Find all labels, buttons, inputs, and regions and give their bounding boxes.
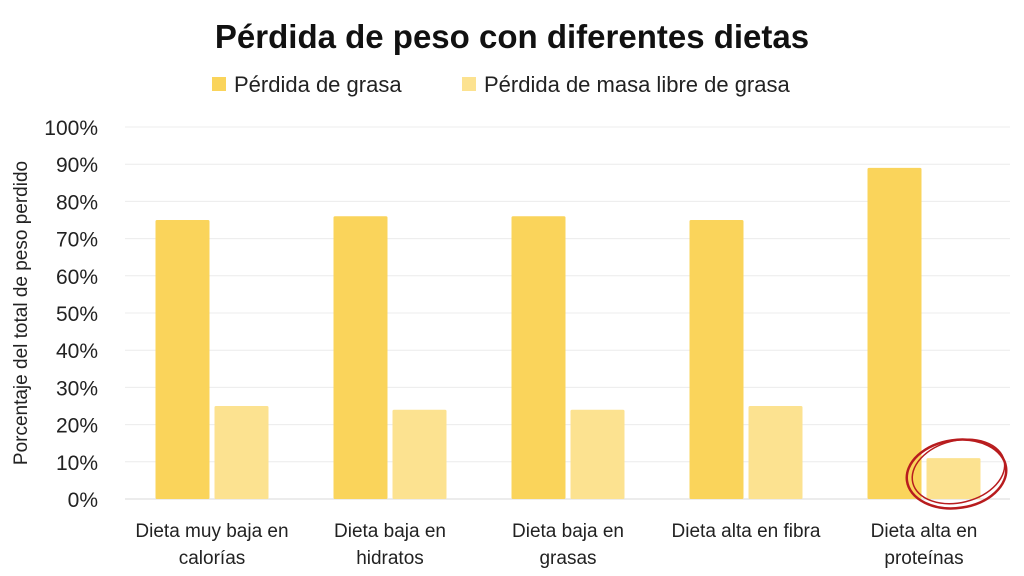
annotation-circle: [905, 438, 1008, 510]
bar: [748, 406, 803, 499]
legend-swatch: [212, 77, 226, 91]
x-category-label: Dieta alta en: [871, 521, 978, 542]
y-tick-label: 10%: [56, 452, 98, 475]
y-tick-label: 90%: [56, 154, 98, 177]
y-tick-label: 50%: [56, 303, 98, 326]
legend-label: Pérdida de masa libre de grasa: [484, 72, 790, 97]
y-tick-label: 100%: [44, 117, 98, 140]
chart-title: Pérdida de peso con diferentes dietas: [215, 18, 809, 55]
bar: [926, 458, 981, 499]
x-category-label: Dieta muy baja en: [135, 521, 288, 542]
legend: Pérdida de grasa Pérdida de masa libre de…: [212, 72, 790, 97]
annotation-circle-stroke: [911, 438, 1006, 505]
y-axis-label: Porcentaje del total de peso perdido: [11, 161, 32, 465]
bar: [155, 220, 210, 499]
x-category-label: Dieta baja en: [512, 521, 624, 542]
y-tick-label: 0%: [68, 489, 98, 512]
x-category-label: proteínas: [884, 548, 963, 569]
bar: [333, 216, 388, 499]
bar: [867, 167, 922, 500]
x-category-label: Dieta baja en: [334, 521, 446, 542]
legend-swatch: [462, 77, 476, 91]
bar: [511, 216, 566, 499]
x-category-label: Dieta alta en fibra: [672, 521, 821, 542]
bar: [689, 220, 744, 499]
y-tick-label: 20%: [56, 415, 98, 438]
x-category-label: hidratos: [356, 548, 424, 569]
legend-label: Pérdida de grasa: [234, 72, 402, 97]
x-category-label: grasas: [539, 548, 596, 569]
x-category-label: calorías: [179, 548, 246, 569]
y-tick-label: 30%: [56, 377, 98, 400]
y-tick-label: 70%: [56, 229, 98, 252]
bar: [214, 406, 269, 499]
y-tick-label: 40%: [56, 340, 98, 363]
bar: [392, 409, 447, 499]
y-tick-label: 80%: [56, 191, 98, 214]
y-tick-label: 60%: [56, 266, 98, 289]
bar: [570, 409, 625, 499]
